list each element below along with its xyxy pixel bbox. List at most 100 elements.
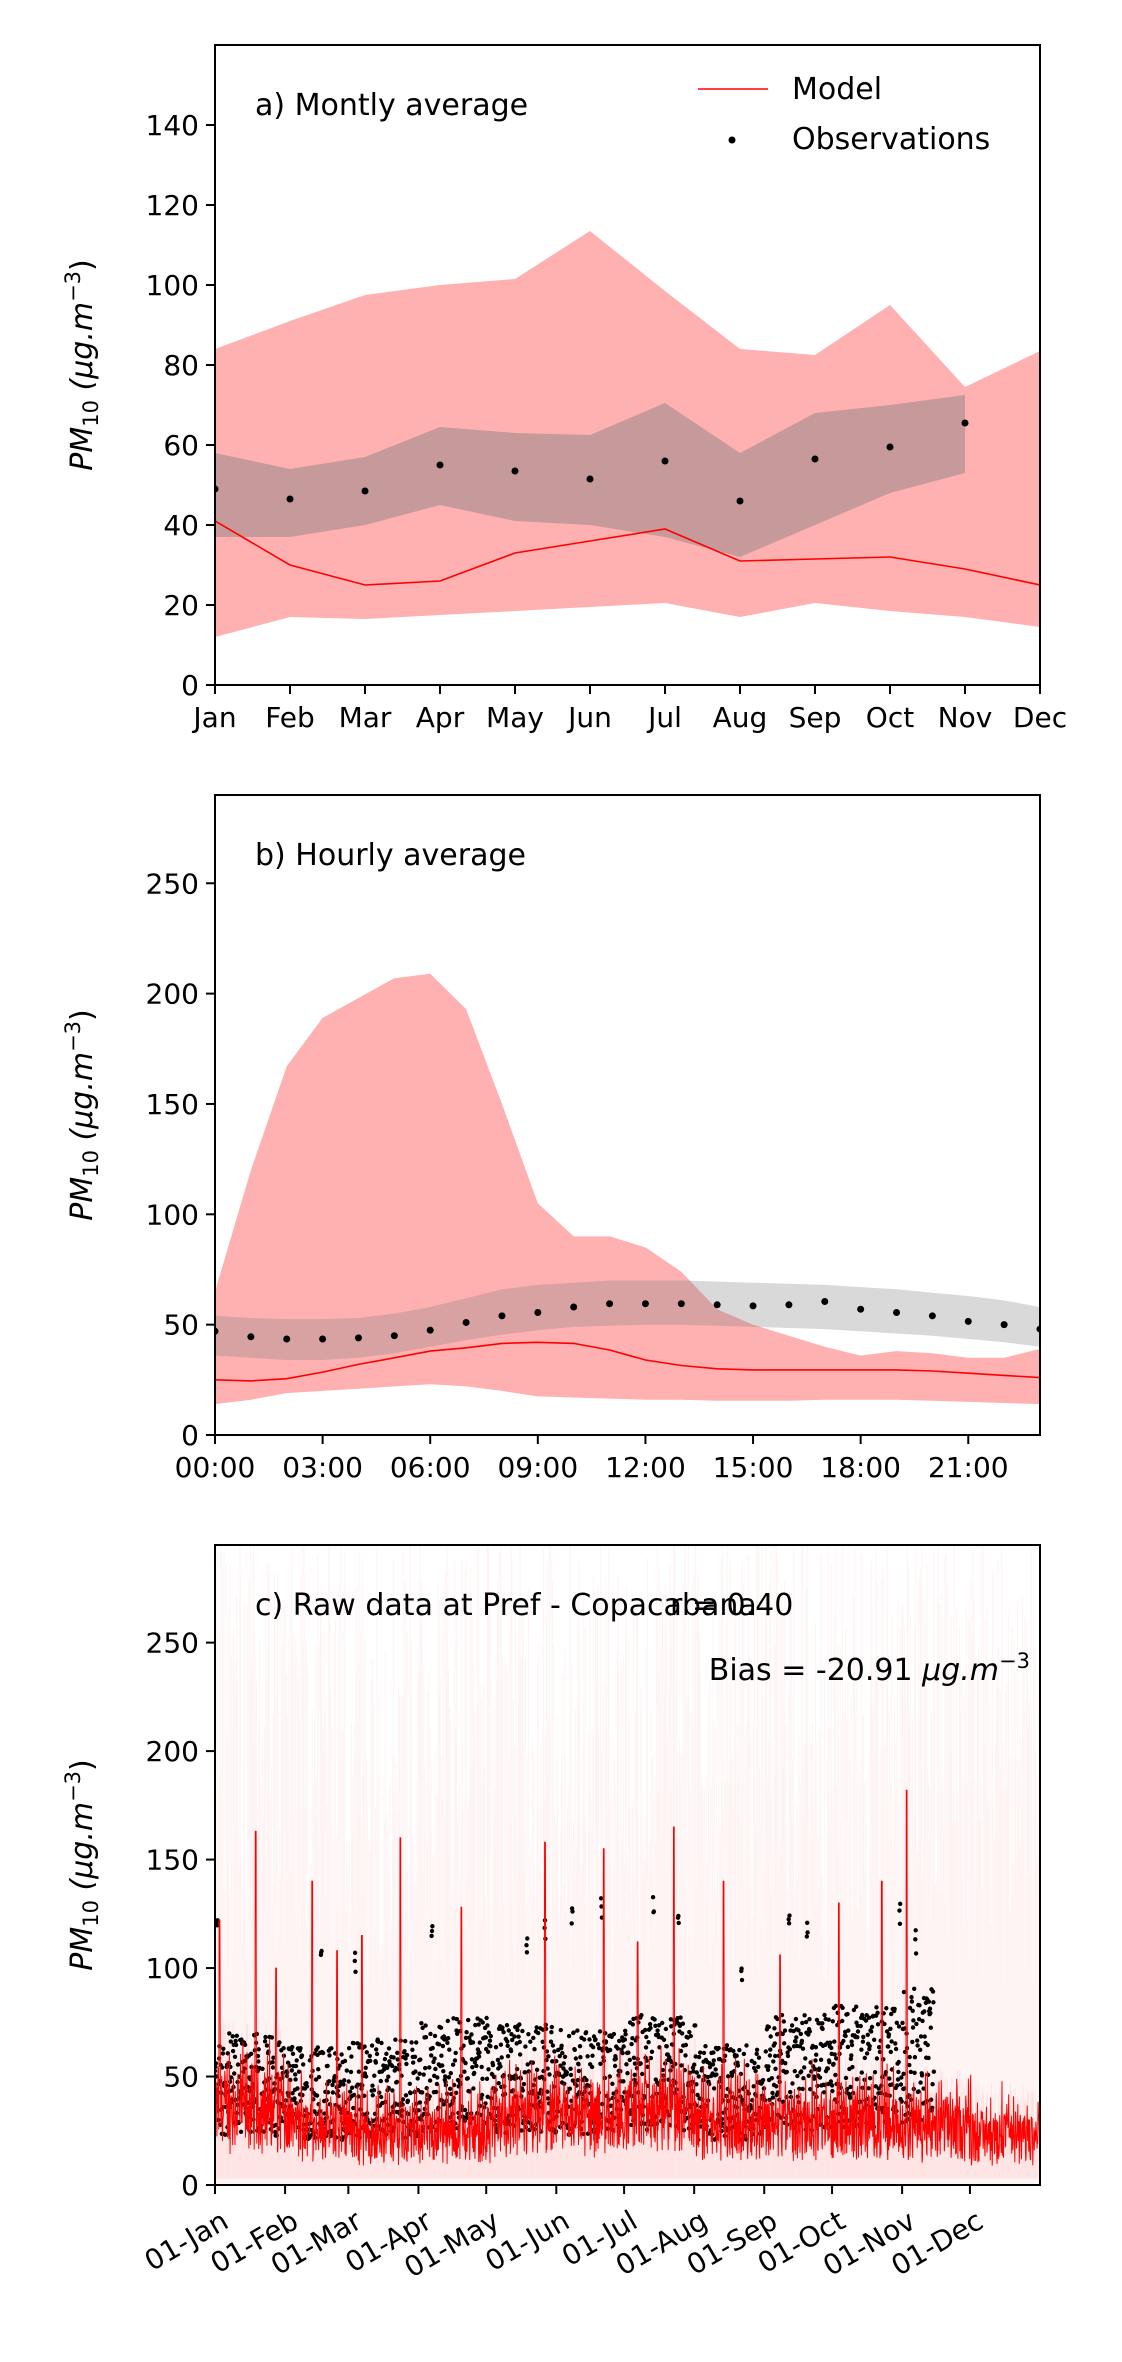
bias-exponent: −3 xyxy=(999,1649,1030,1673)
raw-panel-title: c) Raw data at Pref - Copacabana xyxy=(255,1588,757,1623)
observation-point xyxy=(677,1300,685,1308)
x-tick-label: Oct xyxy=(866,701,914,734)
x-tick-label: Jul xyxy=(646,701,682,734)
raw-plot-area xyxy=(215,1545,1040,2185)
y-tick-label: 100 xyxy=(146,1952,199,1985)
raw-y-ticks: 0 50 100 150 200 250 xyxy=(146,1627,215,2202)
monthly-y-axis-label: PM10 (μg.m−3) xyxy=(61,259,103,471)
x-tick-label: 21:00 xyxy=(928,1451,1009,1484)
observation-point xyxy=(462,1318,470,1326)
y-tick-label: 200 xyxy=(146,1735,199,1768)
x-tick-label: 03:00 xyxy=(282,1451,363,1484)
observation-point xyxy=(749,1302,757,1310)
y-label-subscript: 10 xyxy=(79,1150,103,1177)
model-mean-line xyxy=(215,1341,1040,1382)
y-tick-label: 20 xyxy=(163,589,199,622)
y-label-close: ) xyxy=(65,1759,100,1771)
monthly-panel-title: a) Montly average xyxy=(255,88,528,123)
bias-annotation: Bias = -20.91 μg.m−3 xyxy=(709,1649,1030,1688)
x-tick-label: 15:00 xyxy=(713,1451,794,1484)
y-tick-label: 60 xyxy=(163,429,199,462)
monthly-legend: Model Observations xyxy=(698,72,990,157)
y-label-exponent: −3 xyxy=(61,1771,85,1802)
legend-observations-marker xyxy=(728,136,736,144)
monthly-average-panel: 0 20 40 60 80 100 120 140 Jan Feb Mar Apr May Jun Jul… xyxy=(61,44,1067,734)
observation-point xyxy=(785,1301,793,1309)
observation-point xyxy=(570,1303,578,1311)
hourly-y-ticks: 0 50 100 150 200 250 xyxy=(146,867,215,1452)
x-tick-label: 06:00 xyxy=(390,1451,471,1484)
y-tick-label: 80 xyxy=(163,349,199,382)
x-tick-label: Mar xyxy=(339,701,392,734)
observation-range-band xyxy=(215,1280,1040,1360)
y-label-subscript: 10 xyxy=(79,400,103,427)
observation-point xyxy=(886,443,894,451)
observation-point xyxy=(286,495,294,503)
hourly-plot-area xyxy=(215,973,1040,1405)
y-tick-label: 0 xyxy=(181,2169,199,2202)
x-tick-label: 00:00 xyxy=(175,1451,256,1484)
y-tick-label: 200 xyxy=(146,978,199,1011)
observation-point xyxy=(928,1312,936,1320)
observation-point xyxy=(361,487,369,495)
y-label-unit: (μg.m xyxy=(65,1052,100,1150)
observation-point xyxy=(893,1309,901,1317)
observation-point xyxy=(511,467,519,475)
y-label-unit: (μg.m xyxy=(65,1802,100,1900)
x-tick-label: Feb xyxy=(265,701,315,734)
observation-point xyxy=(534,1309,542,1317)
y-label-unit: (μg.m xyxy=(65,302,100,400)
y-tick-label: 40 xyxy=(163,509,199,542)
x-tick-label: Jun xyxy=(566,701,612,734)
observation-point xyxy=(354,1334,362,1342)
y-tick-label: 50 xyxy=(163,2061,199,2094)
bias-unit: μg.m xyxy=(921,1653,999,1688)
y-tick-label: 0 xyxy=(181,1419,199,1452)
legend-observations-label: Observations xyxy=(792,122,990,157)
observation-point xyxy=(390,1332,398,1340)
x-tick-label: 18:00 xyxy=(820,1451,901,1484)
observation-point xyxy=(713,1301,721,1309)
observation-point xyxy=(586,475,594,483)
y-tick-label: 120 xyxy=(146,189,199,222)
y-label-close: ) xyxy=(65,1009,100,1021)
legend-model-label: Model xyxy=(792,72,882,107)
model-range-band xyxy=(215,231,1040,637)
x-tick-label: May xyxy=(486,701,544,734)
observation-point xyxy=(961,419,969,427)
observation-point xyxy=(964,1317,972,1325)
observation-point xyxy=(811,455,819,463)
observation-point xyxy=(436,461,444,469)
model-mean-line xyxy=(215,520,1040,586)
observation-point xyxy=(736,497,744,505)
raw-x-ticks: 01-Jan01-Feb01-Mar01-Apr01-May01-Jun01-J… xyxy=(139,2185,989,2284)
monthly-y-ticks: 0 20 40 60 80 100 120 140 xyxy=(146,109,215,702)
observation-point xyxy=(498,1312,506,1320)
raw-y-axis-label: PM10 (μg.m−3) xyxy=(61,1759,103,1971)
observation-point xyxy=(1000,1321,1008,1329)
y-label-base: PM xyxy=(65,1927,100,1971)
hourly-axes-frame xyxy=(214,794,1041,1436)
observation-point xyxy=(319,1335,327,1343)
x-tick-label: Apr xyxy=(416,701,465,734)
observation-point xyxy=(857,1305,865,1313)
x-tick-label: Dec xyxy=(1013,701,1067,734)
x-tick-label: 09:00 xyxy=(497,1451,578,1484)
y-label-exponent: −3 xyxy=(61,271,85,302)
y-label-subscript: 10 xyxy=(79,1900,103,1927)
y-tick-label: 140 xyxy=(146,109,199,142)
model-range-band xyxy=(215,973,1040,1405)
hourly-y-axis-label: PM10 (μg.m−3) xyxy=(61,1009,103,1221)
model-raw-line xyxy=(215,1789,1040,2166)
monthly-x-ticks: Jan Feb Mar Apr May Jun Jul Aug Sep Oct Nov Dec xyxy=(191,685,1067,734)
observation-point xyxy=(641,1300,649,1308)
raw-data-panel: 0 50 100 150 200 250 01-Jan01-Feb01-Mar01-Apr… xyxy=(61,1544,1041,2284)
y-label-exponent: −3 xyxy=(61,1021,85,1052)
hourly-panel-title: b) Hourly average xyxy=(255,838,526,873)
observation-point xyxy=(821,1297,829,1305)
x-tick-label: Nov xyxy=(938,701,993,734)
y-tick-label: 150 xyxy=(146,1844,199,1877)
x-tick-label: Aug xyxy=(713,701,768,734)
hourly-x-ticks: 00:00 03:00 06:00 09:00 12:00 15:00 18:00 21:00 xyxy=(175,1435,1009,1484)
y-tick-label: 50 xyxy=(163,1309,199,1342)
